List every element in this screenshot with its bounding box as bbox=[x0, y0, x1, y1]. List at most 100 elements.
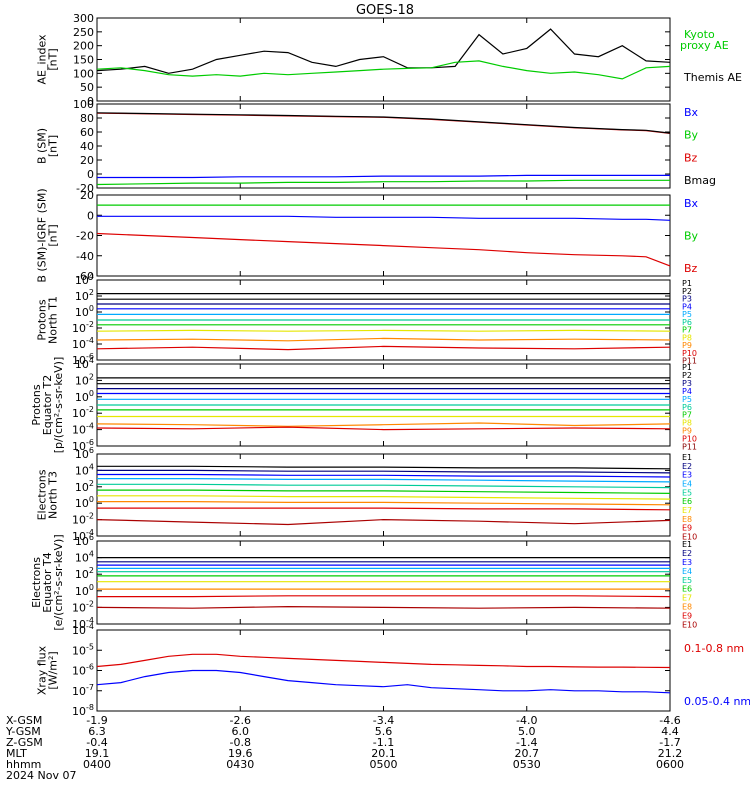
footer-row-label: MLT bbox=[6, 747, 27, 760]
legend-entry: P4 bbox=[682, 387, 692, 396]
footer-value: 20.1 bbox=[371, 747, 396, 760]
chart-title: GOES-18 bbox=[356, 3, 414, 18]
legend-entry: Bz bbox=[684, 262, 698, 275]
panel-7-ylabel: ElectronsEquator T4[e/(cm²-s-sr-keV)] bbox=[30, 534, 65, 630]
panel-2-ytick-label: 60 bbox=[80, 126, 94, 139]
panel-8-ytick-label: 10-8 bbox=[72, 703, 94, 718]
legend-entry: E2 bbox=[682, 549, 692, 558]
panel-6-series-e7 bbox=[97, 495, 671, 500]
panel-6-ylabel: ElectronsNorth T3 bbox=[36, 469, 60, 520]
panel-6-series-e10 bbox=[96, 518, 671, 526]
footer-value: 5.6 bbox=[375, 725, 393, 738]
footer-value: 21.2 bbox=[658, 747, 683, 760]
panel-1-ytick-label: 50 bbox=[80, 81, 94, 94]
panel-8-ytick-label: 10-7 bbox=[72, 683, 94, 698]
panel-7-ytick-label: 10-4 bbox=[72, 616, 94, 631]
legend-entry: 0.1-0.8 nm bbox=[684, 642, 744, 655]
panel-8-frame bbox=[96, 629, 671, 712]
panel-5-series-p10 bbox=[96, 426, 671, 431]
legend-entry: P2 bbox=[682, 371, 692, 380]
panel-1-ytick-label: 0 bbox=[87, 95, 94, 108]
legend-entry: E10 bbox=[682, 533, 697, 542]
panel-2-ytick-label: -20 bbox=[76, 182, 94, 195]
panel-7-ytick-label: 10-2 bbox=[72, 599, 94, 614]
legend-entry: By bbox=[684, 230, 699, 243]
footer-value: 0430 bbox=[226, 758, 254, 771]
footer-value: 4.4 bbox=[661, 725, 679, 738]
panel-4-ytick-label: 100 bbox=[75, 304, 94, 319]
panel-7-frame bbox=[96, 540, 671, 625]
legend-entry: P11 bbox=[682, 443, 697, 452]
panel-1-ytick-label: 300 bbox=[73, 12, 94, 25]
footer-value: -1.9 bbox=[86, 714, 107, 727]
panel-5-ytick-label: 10-6 bbox=[72, 438, 94, 453]
panel-2-ylabel: B (SM)[nT] bbox=[36, 128, 60, 164]
panel-3-ytick-label: 0 bbox=[87, 209, 94, 222]
panel-1-ytick-label: 150 bbox=[73, 54, 94, 67]
panel-6-series-e1 bbox=[97, 465, 671, 470]
footer-value: 0600 bbox=[656, 758, 684, 771]
panel-4-ytick-label: 10-2 bbox=[72, 320, 94, 335]
legend-entry: 0.05-0.4 nm bbox=[684, 695, 750, 708]
panel-8-ytick-label: 10-4 bbox=[72, 622, 94, 637]
panel-6-series-e5 bbox=[97, 483, 671, 489]
panel-6-series-e8 bbox=[97, 501, 671, 506]
legend-entry: E3 bbox=[682, 471, 692, 480]
footer-value: 0530 bbox=[513, 758, 541, 771]
panel-1-ytick-label: 200 bbox=[73, 40, 94, 53]
footer-row-label: hhmm bbox=[6, 758, 41, 771]
footer-value: 19.6 bbox=[228, 747, 253, 760]
panel-8-series-0-1-0-8-nm bbox=[96, 653, 671, 669]
footer-row-label: Z-GSM bbox=[6, 736, 43, 749]
legend-entry: E1 bbox=[682, 540, 692, 549]
panel-6-series-e6 bbox=[97, 489, 671, 494]
legend-entry: E1 bbox=[682, 453, 692, 462]
panel-2-series-bz bbox=[96, 112, 671, 134]
legend-entry: P3 bbox=[682, 295, 692, 304]
panel-7-ytick-label: 104 bbox=[75, 550, 94, 565]
panel-1-ytick-label: 100 bbox=[73, 67, 94, 80]
panel-8-ytick-label: 10-5 bbox=[72, 642, 94, 657]
panel-5-ytick-label: 10-2 bbox=[72, 405, 94, 420]
panel-8-ylabel: Xray flux[W/m²] bbox=[36, 645, 60, 695]
panel-7-ytick-label: 100 bbox=[75, 583, 94, 598]
legend-entry: P10 bbox=[682, 349, 697, 358]
panel-4-ytick-label: 104 bbox=[75, 272, 94, 287]
footer-row-label: Y-GSM bbox=[5, 725, 41, 738]
legend-entry: proxy AE bbox=[680, 39, 729, 52]
legend-entry: P7 bbox=[682, 326, 692, 335]
panel-2-ytick-label: 20 bbox=[80, 154, 94, 167]
panel-2-series-bx bbox=[97, 174, 670, 179]
panel-7-series-e9 bbox=[97, 595, 671, 598]
legend-entry: E9 bbox=[682, 524, 692, 533]
panel-1-ylabel: AE_index[nT] bbox=[36, 34, 60, 85]
panel-1-frame bbox=[96, 17, 671, 102]
legend-entry: Bx bbox=[684, 106, 699, 119]
panel-5-ytick-label: 100 bbox=[75, 389, 94, 404]
panel-3-frame bbox=[96, 194, 671, 277]
footer-value: 5.0 bbox=[518, 725, 536, 738]
footer-value: 0500 bbox=[370, 758, 398, 771]
panel-3-ytick-label: -40 bbox=[76, 250, 94, 263]
legend-entry: By bbox=[684, 129, 699, 142]
panel-2-ytick-label: 40 bbox=[80, 140, 94, 153]
panel-8-ytick-label: 10-6 bbox=[72, 663, 94, 678]
panel-8-series-0-05-0-4-nm bbox=[96, 669, 671, 694]
legend-entry: P5 bbox=[682, 310, 692, 319]
panel-5-ytick-label: 10-4 bbox=[72, 422, 94, 437]
legend-entry: P9 bbox=[682, 341, 692, 350]
panel-1-ytick-label: 250 bbox=[73, 26, 94, 39]
legend-entry: P7 bbox=[682, 411, 692, 420]
footer-value: -0.8 bbox=[230, 736, 251, 749]
legend-entry: P6 bbox=[682, 318, 692, 327]
panel-3-ytick-label: -60 bbox=[76, 270, 94, 283]
legend-entry: Kyoto bbox=[684, 28, 715, 41]
panel-6-ytick-label: 102 bbox=[75, 479, 94, 494]
legend-entry: P8 bbox=[682, 419, 692, 428]
panel-3-series-bz bbox=[96, 232, 671, 267]
panel-3-ytick-label: 20 bbox=[80, 189, 94, 202]
panel-4-series-p9 bbox=[96, 337, 671, 342]
panel-6-series-e9 bbox=[97, 507, 671, 511]
footer-row-label: X-GSM bbox=[6, 714, 42, 727]
